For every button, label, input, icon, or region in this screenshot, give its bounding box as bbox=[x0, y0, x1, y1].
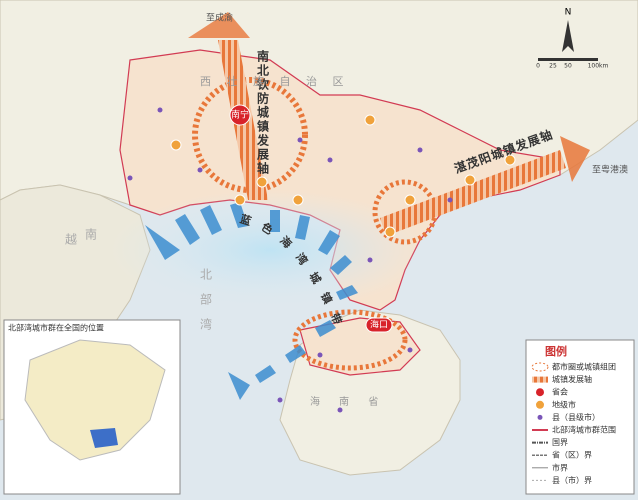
china-outline bbox=[24, 339, 166, 461]
development-axis bbox=[380, 150, 566, 236]
axis-label: 至成渝 bbox=[206, 12, 233, 24]
legend-label: 县（县级市） bbox=[552, 412, 600, 422]
city-label: 海口 bbox=[370, 319, 388, 331]
legend-symbol bbox=[537, 414, 543, 420]
scale-label: 50 bbox=[564, 63, 572, 70]
bay-belt bbox=[145, 202, 358, 400]
scale-label: 25 bbox=[549, 63, 557, 70]
north-label: N bbox=[565, 8, 572, 18]
north-arrow bbox=[562, 20, 574, 52]
prefecture-markers bbox=[170, 114, 516, 238]
capital-marker bbox=[229, 104, 251, 126]
metro-circle bbox=[292, 309, 408, 371]
county-markers bbox=[127, 107, 453, 413]
region-label: 海 南 省 bbox=[310, 395, 386, 408]
axis-label: 南北钦防城镇发展轴 bbox=[256, 49, 270, 176]
capital-marker bbox=[365, 317, 393, 333]
legend-label: 地级市 bbox=[552, 399, 576, 409]
scale-bar bbox=[538, 58, 598, 61]
legend-label: 国界 bbox=[552, 438, 568, 447]
legend-label: 县（市）界 bbox=[552, 475, 592, 485]
region-label: 西 壮 族 自 治 区 bbox=[200, 74, 349, 88]
region-label: 越 bbox=[65, 233, 77, 247]
cluster-location bbox=[90, 428, 118, 448]
legend-label: 市界 bbox=[552, 462, 568, 472]
legend-label: 都市圈或城镇组团 bbox=[552, 362, 616, 372]
region-label: 北 bbox=[200, 268, 212, 282]
legend-label: 省（区）界 bbox=[552, 450, 592, 460]
scale-label: 0 bbox=[536, 63, 540, 70]
city-label: 南宁 bbox=[231, 109, 249, 121]
legend-symbol bbox=[536, 400, 544, 409]
scale-label: 100km bbox=[588, 63, 609, 70]
region-label: 湾 bbox=[200, 317, 212, 332]
axis-arrow bbox=[560, 136, 590, 182]
coastal-glow bbox=[110, 190, 430, 310]
legend-label: 城镇发展轴 bbox=[552, 374, 592, 384]
legend-symbol bbox=[536, 388, 544, 397]
legend-symbol bbox=[531, 362, 549, 372]
region-label: 部 bbox=[200, 292, 212, 307]
axis-label: 至粤港澳 bbox=[592, 164, 628, 176]
legend-label: 北部湾城市群范围 bbox=[552, 425, 616, 435]
legend-title: 图例 bbox=[545, 344, 567, 358]
legend-label: 省会 bbox=[552, 387, 568, 397]
legend-symbol bbox=[532, 376, 548, 383]
region-label: 南 bbox=[85, 227, 97, 242]
inset-title: 北部湾城市群在全国的位置 bbox=[8, 323, 104, 333]
axis-arrow bbox=[188, 12, 250, 38]
